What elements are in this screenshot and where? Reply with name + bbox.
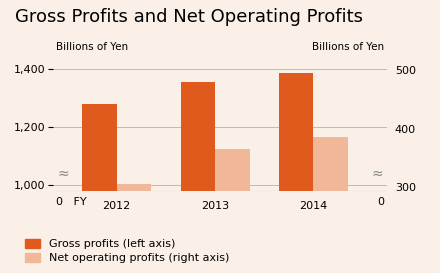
Bar [82, 104, 117, 273]
Bar [313, 137, 348, 273]
Bar [279, 73, 313, 273]
Text: ≈: ≈ [58, 167, 70, 181]
Text: ≈: ≈ [372, 167, 383, 181]
Bar [117, 184, 151, 273]
Text: Gross Profits and Net Operating Profits: Gross Profits and Net Operating Profits [15, 8, 363, 26]
Bar [181, 82, 215, 273]
Text: 0   FY: 0 FY [56, 197, 86, 207]
Legend: Gross profits (left axis), Net operating profits (right axis): Gross profits (left axis), Net operating… [21, 234, 234, 268]
Text: 0: 0 [377, 197, 384, 207]
Text: Billions of Yen: Billions of Yen [56, 42, 128, 52]
Bar [215, 149, 249, 273]
Text: Billions of Yen: Billions of Yen [312, 42, 384, 52]
